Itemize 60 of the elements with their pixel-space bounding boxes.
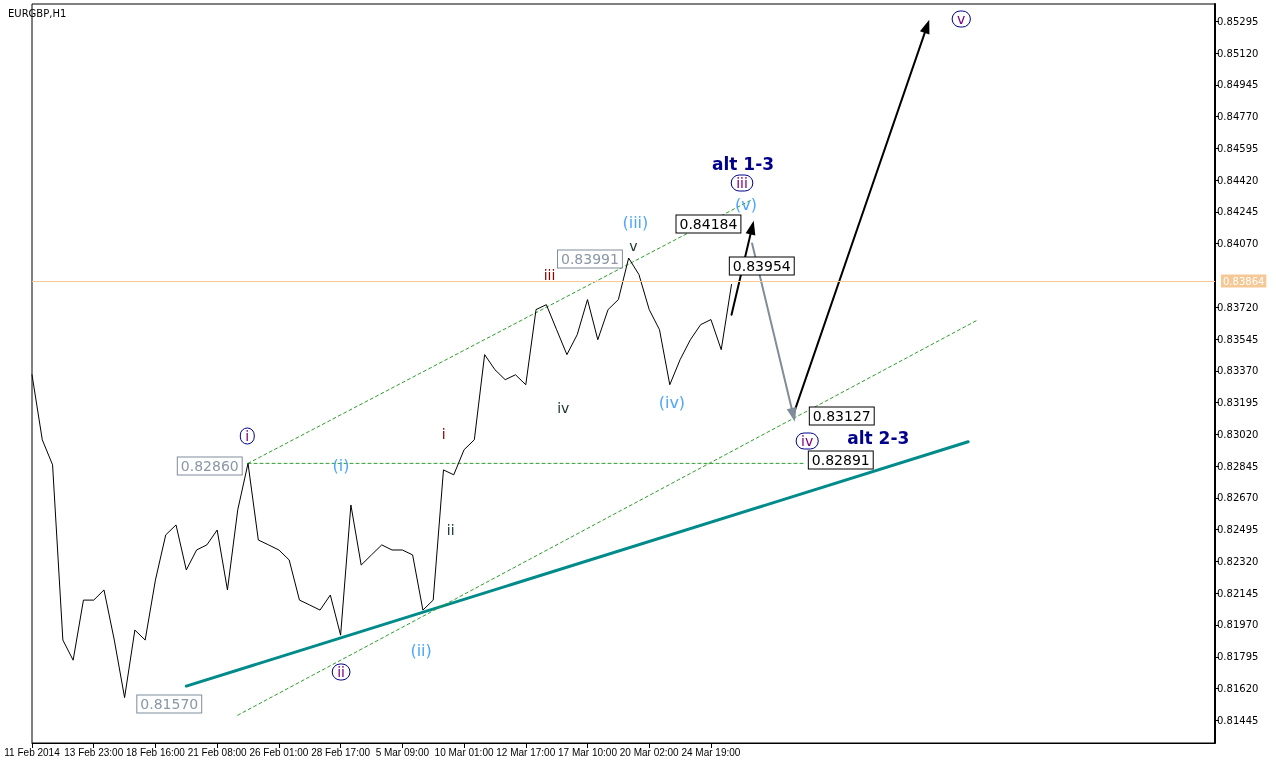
x-tick-label: 24 Mar 19:00 bbox=[681, 746, 741, 758]
y-tick-label: 0.82320 bbox=[1217, 555, 1259, 567]
ref-line-label: 0.83864 bbox=[1223, 275, 1265, 287]
y-tick-label: 0.83195 bbox=[1217, 397, 1259, 409]
annotation: 0.84184 bbox=[679, 216, 738, 232]
annotation: (ii) bbox=[410, 640, 432, 660]
annotation: ii bbox=[446, 522, 455, 538]
y-tick-label: 0.82845 bbox=[1217, 460, 1259, 472]
y-tick-label: 0.85295 bbox=[1217, 15, 1259, 27]
y-tick-label: 0.83720 bbox=[1217, 301, 1259, 313]
x-tick-label: 28 Feb 17:00 bbox=[311, 746, 371, 758]
x-tick-label: 26 Feb 01:00 bbox=[249, 746, 309, 758]
annotation: (iii) bbox=[622, 212, 649, 232]
y-tick-label: 0.83020 bbox=[1217, 428, 1259, 440]
annotation: ii bbox=[337, 664, 345, 680]
x-tick-label: 21 Feb 08:00 bbox=[187, 746, 248, 758]
y-tick-label: 0.85120 bbox=[1217, 47, 1259, 59]
annotation: iii bbox=[543, 267, 556, 283]
annotation: 0.82891 bbox=[811, 452, 870, 468]
y-tick-label: 0.82670 bbox=[1217, 492, 1259, 504]
x-tick-label: 18 Feb 16:00 bbox=[125, 746, 186, 758]
annotation: 0.83954 bbox=[732, 258, 791, 274]
annotation: iii bbox=[736, 175, 748, 191]
y-tick-label: 0.84420 bbox=[1217, 174, 1259, 186]
annotation: (i) bbox=[332, 455, 350, 475]
x-tick-label: 17 Mar 10:00 bbox=[558, 746, 618, 758]
annotation: iv bbox=[801, 433, 814, 449]
y-tick-label: 0.81970 bbox=[1217, 619, 1259, 631]
x-tick-label: 12 Mar 17:00 bbox=[496, 746, 556, 758]
x-tick-label: 11 Feb 2014 bbox=[4, 746, 61, 758]
x-tick-label: 13 Feb 23:00 bbox=[64, 746, 124, 758]
annotation: 0.83991 bbox=[560, 251, 619, 267]
y-tick-label: 0.83370 bbox=[1217, 365, 1259, 377]
y-tick-label: 0.83545 bbox=[1217, 333, 1259, 345]
annotation: 0.81570 bbox=[140, 696, 199, 712]
annotation: alt 1-3 bbox=[711, 154, 775, 174]
y-tick-label: 0.81620 bbox=[1217, 683, 1259, 695]
y-tick-label: 0.84945 bbox=[1217, 79, 1259, 91]
y-tick-label: 0.81445 bbox=[1217, 714, 1259, 726]
annotation: iv bbox=[557, 400, 570, 416]
y-tick-label: 0.84595 bbox=[1217, 142, 1259, 154]
annotation: i bbox=[245, 428, 250, 444]
y-tick-label: 0.84245 bbox=[1217, 206, 1259, 218]
annotation: 0.82860 bbox=[180, 458, 239, 474]
annotation: (iv) bbox=[658, 392, 686, 412]
y-tick-label: 0.84070 bbox=[1217, 238, 1259, 250]
annotation: v bbox=[957, 11, 966, 27]
annotation: (v) bbox=[735, 194, 757, 214]
annotation: v bbox=[629, 238, 638, 254]
x-tick-label: 20 Mar 02:00 bbox=[619, 746, 680, 758]
x-tick-label: 10 Mar 01:00 bbox=[434, 746, 494, 758]
annotation: alt 2-3 bbox=[847, 428, 910, 448]
y-tick-label: 0.84770 bbox=[1217, 111, 1259, 123]
annotation: i bbox=[441, 426, 446, 442]
y-tick-label: 0.82145 bbox=[1217, 587, 1259, 599]
y-tick-label: 0.82495 bbox=[1217, 524, 1259, 536]
annotation: 0.83127 bbox=[812, 408, 871, 424]
chart-title: EURGBP,H1 bbox=[8, 7, 67, 19]
x-tick-label: 5 Mar 09:00 bbox=[375, 746, 430, 758]
y-tick-label: 0.81795 bbox=[1217, 651, 1259, 663]
